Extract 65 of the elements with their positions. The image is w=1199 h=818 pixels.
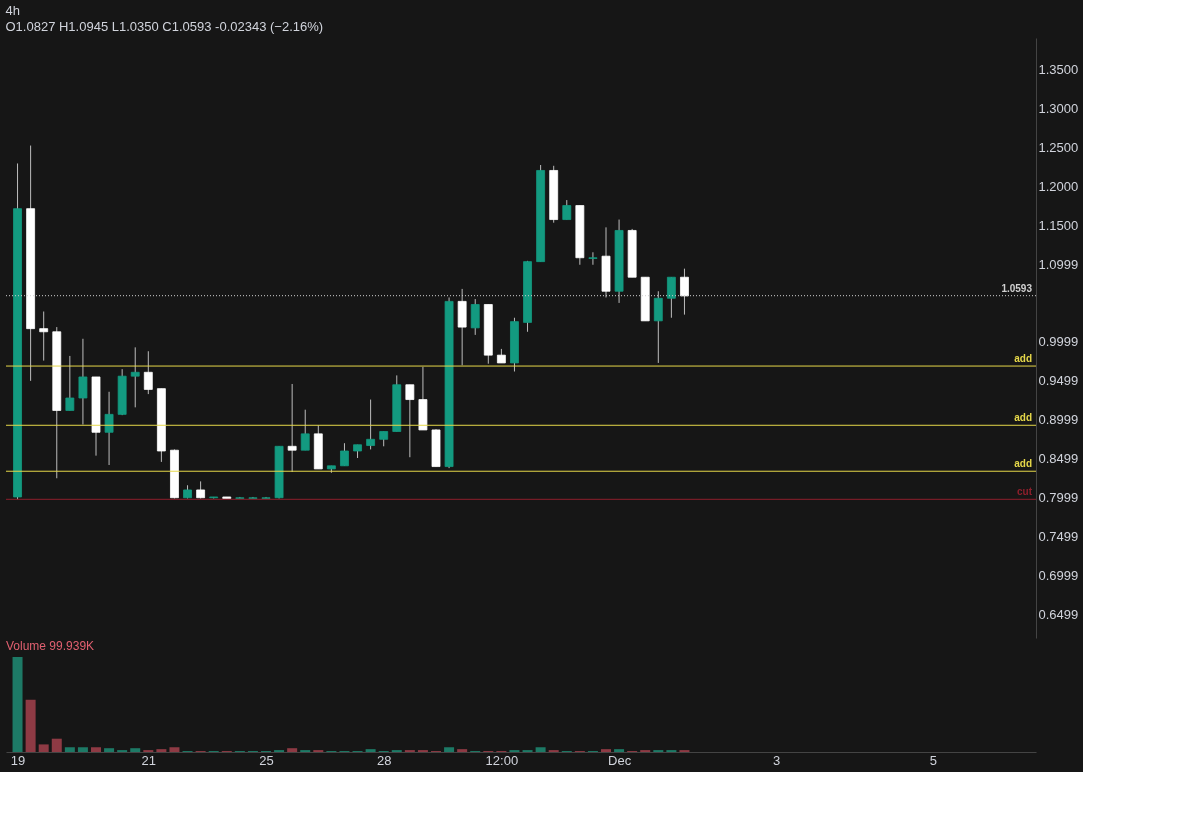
bar [51,738,62,752]
x-tick-label: 5 [929,752,938,768]
bar [25,699,36,752]
bar [169,747,180,752]
bar [104,748,115,752]
bar [91,747,101,752]
ref-line-label: 1.0593 [1001,282,1033,294]
x-tick-label: 19 [10,752,26,768]
x-tick-label: 3 [772,752,781,768]
x-tick-label: 28 [376,752,392,768]
bar [535,747,546,752]
candlestick [470,298,480,336]
bar [601,749,611,752]
candlestick [366,399,376,450]
y-tick-label: 0.9999 [1038,334,1079,350]
ref-line-label: cut [1017,486,1033,498]
y-tick-label: 0.9499 [1038,373,1079,389]
bar [444,747,455,752]
candlestick [588,251,598,266]
bar [156,749,167,752]
candlestick [78,338,88,425]
candlestick [680,268,689,316]
y-tick-label: 0.6999 [1038,568,1079,584]
candlestick [287,383,297,473]
y-tick-label: 0.6499 [1038,607,1079,623]
y-tick-label: 1.2000 [1038,178,1079,194]
bar [77,747,88,752]
y-tick-label: 0.7499 [1038,529,1079,545]
candlestick [653,290,663,364]
bar [614,749,625,752]
candlestick [104,391,114,466]
y-tick-label: 0.7999 [1038,490,1079,506]
y-tick-label: 1.3500 [1038,61,1079,77]
ref-line-label: add [1014,412,1032,424]
candlestick [562,199,572,221]
ref-line-label: add [1014,458,1032,470]
y-tick-label: 0.8499 [1038,451,1079,467]
x-tick-label: 21 [141,752,157,768]
x-tick-label: 12:00 [485,752,519,768]
bar [457,749,468,752]
candlestick [39,311,49,362]
x-tick-label: Dec [608,752,632,768]
chart-subtitle: O1.0827 H1.0945 L1.0350 C1.0593 -0.02343 (−2.16%) [5,19,324,34]
bar [38,744,49,752]
y-tick-label: 0.8999 [1038,412,1079,428]
y-tick-label: 1.3000 [1038,100,1079,116]
y-tick-label: 1.2500 [1038,139,1079,155]
candlestick [300,409,310,451]
y-tick-label: 1.0999 [1038,256,1079,272]
bar [64,747,75,752]
y-tick-label: 1.1500 [1038,217,1079,233]
bar [12,657,23,752]
candlestick [143,350,153,395]
candlestick [340,442,349,467]
candlestick [130,346,140,408]
bar [287,748,298,752]
ref-line-label: add [1014,353,1032,365]
chart-title: Volume 99.939K [6,639,95,653]
candlestick [65,355,75,411]
candlestick [666,276,676,319]
x-tick-label: 25 [259,752,274,768]
bar [365,749,376,752]
chart-title: 4h [5,3,20,18]
bar [130,748,141,752]
candlestick [405,384,415,458]
